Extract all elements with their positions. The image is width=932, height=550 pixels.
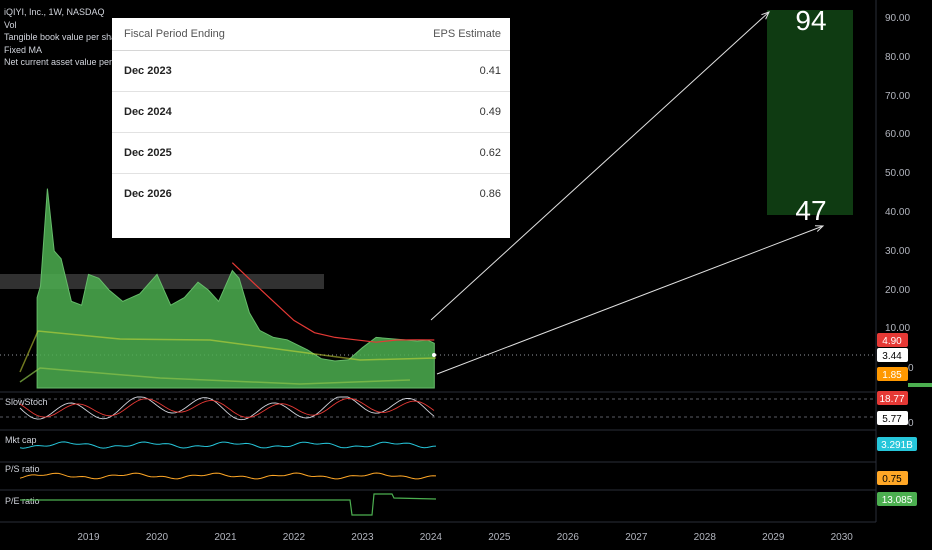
time-tick-label: 2025 [488,532,511,543]
pane-title-ps: P/S ratio [5,464,40,474]
ps-badge [877,471,908,485]
time-tick-label: 2030 [831,532,854,543]
time-tick-label: 2019 [77,532,100,543]
legend-item-vol[interactable]: Vol [4,19,17,30]
stoch-value-low: 5.77 [882,414,902,425]
time-tick-label: 2021 [214,532,237,543]
price-tick-fragment: 0 [908,363,914,374]
mktcap-line [19,441,437,449]
estimate-cell: 0.62 [479,147,501,159]
estimate-cell: 0.49 [479,106,501,118]
period-cell: Dec 2024 [124,106,172,118]
price-tick-label: 10.00 [885,323,910,334]
target-high-label: 94 [795,5,826,36]
legend-item-tbv[interactable]: Tangible book value per share , FQ [4,32,145,42]
target-arrow-high [430,11,770,321]
time-tick-label: 2027 [625,532,648,543]
estimate-cell: 0.41 [479,65,501,77]
price-badge [877,333,908,347]
last-price-dot [432,353,436,357]
time-tick-label: 2020 [146,532,169,543]
time-tick-label: 2022 [283,532,306,543]
tangible-book-line [19,330,437,373]
legend-item-ncav[interactable]: Net current asset value per share [4,57,138,67]
table-row: Dec 2025 0.62 [112,133,510,174]
stoch-badge-high [877,391,908,405]
table-row: Dec 2024 0.49 [112,92,510,133]
pe-line [20,493,437,516]
period-cell: Dec 2026 [124,188,172,200]
price-tick-label: 40.00 [885,207,910,218]
period-cell: Dec 2025 [124,147,172,159]
price-badge [877,348,908,362]
price-badge-label: 4.90 [882,336,902,347]
ncav-line [19,367,411,385]
pe-value: 13.085 [882,495,913,506]
pane-title-pe: P/E ratio [5,496,40,506]
fixed-ma-line [231,262,435,343]
price-badge-label: 3.44 [882,351,902,362]
price-badge [877,367,908,381]
legend-item-fixed-ma[interactable]: Fixed MA [4,44,43,55]
chart-legend: iQIYI, Inc., 1W, NASDAQ Vol Tangible boo… [4,6,144,69]
ps-line [19,472,437,480]
time-tick-label: 2024 [420,532,443,543]
target-arrow-high-head [761,11,770,20]
target-arrow-low-head [814,225,825,232]
header-fiscal-period: Fiscal Period Ending [124,28,225,40]
table-row: Dec 2023 0.41 [112,51,510,92]
eps-estimate-table: Fiscal Period Ending EPS Estimate Dec 20… [112,18,510,238]
time-tick-label: 2028 [694,532,717,543]
target-low-label: 47 [795,195,826,226]
stoch-d-line [19,397,435,418]
price-tick-label: 20.00 [885,285,910,296]
price-tick-label: 80.00 [885,52,910,63]
period-cell: Dec 2023 [124,65,172,77]
price-tick-label: 50.00 [885,168,910,179]
price-tick-label: 30.00 [885,246,910,257]
table-row: Dec 2026 0.86 [112,174,510,214]
time-tick-label: 2029 [762,532,785,543]
price-tick-fragment: 0 [908,418,914,429]
stoch-value-high: 18.77 [879,394,904,405]
legend-title: iQIYI, Inc., 1W, NASDAQ [4,7,105,17]
price-tick-label: 90.00 [885,13,910,24]
mktcap-badge [877,437,917,451]
target-box [767,10,853,215]
ps-value: 0.75 [882,474,902,485]
price-area [36,188,435,389]
estimate-cell: 0.86 [479,188,501,200]
header-eps-estimate: EPS Estimate [433,28,501,40]
price-badge-label: 1.85 [882,370,902,381]
volume-badge-strip [908,383,932,387]
mktcap-value: 3.291B [881,440,913,451]
eps-table-header: Fiscal Period Ending EPS Estimate [112,18,510,51]
price-tick-label: 70.00 [885,91,910,102]
support-zone [0,274,324,289]
price-tick-label: 60.00 [885,129,910,140]
pane-title-mktcap: Mkt cap [5,435,37,445]
stoch-badge-low [877,411,908,425]
pane-title-slowstoch: SlowStoch [5,397,48,407]
time-tick-label: 2026 [557,532,580,543]
stoch-k-line [19,396,435,421]
time-tick-label: 2023 [351,532,374,543]
target-arrow-low [436,225,824,375]
pe-badge [877,492,917,506]
